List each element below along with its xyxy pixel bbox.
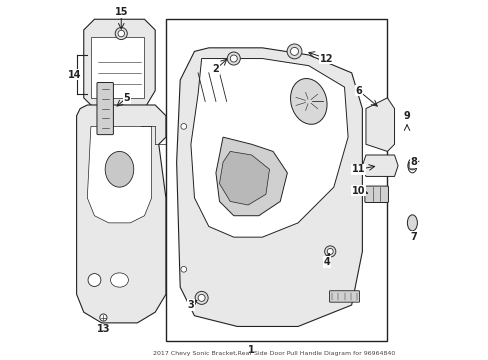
Text: 5: 5 (123, 93, 130, 103)
Text: 6: 6 (355, 86, 362, 96)
Polygon shape (219, 152, 269, 205)
Text: 11: 11 (351, 164, 365, 174)
Circle shape (227, 52, 240, 65)
Polygon shape (216, 137, 287, 216)
Text: 12: 12 (319, 54, 333, 64)
Circle shape (181, 266, 186, 272)
Text: 2: 2 (212, 64, 219, 74)
Circle shape (198, 294, 204, 301)
Polygon shape (83, 19, 155, 109)
Ellipse shape (407, 215, 417, 231)
Circle shape (326, 248, 332, 255)
Circle shape (195, 291, 208, 305)
FancyBboxPatch shape (97, 82, 113, 135)
Text: 10: 10 (351, 186, 365, 196)
Polygon shape (87, 126, 151, 223)
Ellipse shape (105, 152, 134, 187)
Text: 7: 7 (410, 232, 417, 242)
Polygon shape (91, 37, 144, 98)
Circle shape (181, 123, 186, 129)
Text: 13: 13 (97, 324, 110, 334)
FancyBboxPatch shape (364, 186, 387, 203)
Text: 14: 14 (68, 69, 81, 80)
FancyBboxPatch shape (329, 291, 359, 302)
Circle shape (230, 55, 237, 62)
Polygon shape (77, 105, 165, 323)
Polygon shape (176, 48, 362, 327)
Circle shape (286, 44, 301, 59)
Text: 2017 Chevy Sonic Bracket,Rear Side Door Pull Handle Diagram for 96964840: 2017 Chevy Sonic Bracket,Rear Side Door … (153, 351, 395, 356)
Ellipse shape (407, 158, 416, 173)
Ellipse shape (110, 273, 128, 287)
Bar (165, 19, 386, 341)
Text: 4: 4 (323, 257, 329, 267)
Text: 15: 15 (114, 7, 128, 17)
Circle shape (324, 246, 335, 257)
Text: 1: 1 (248, 345, 255, 355)
Circle shape (115, 27, 127, 40)
Circle shape (88, 274, 101, 287)
Polygon shape (190, 59, 347, 237)
Circle shape (118, 30, 124, 37)
Circle shape (100, 314, 107, 321)
Text: 8: 8 (410, 157, 417, 167)
Text: 3: 3 (187, 300, 194, 310)
Text: 9: 9 (403, 111, 409, 121)
Circle shape (290, 48, 298, 55)
Ellipse shape (290, 78, 326, 124)
Polygon shape (362, 155, 397, 176)
Circle shape (407, 161, 416, 170)
Polygon shape (365, 98, 394, 152)
